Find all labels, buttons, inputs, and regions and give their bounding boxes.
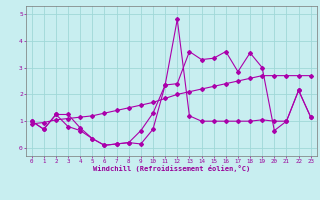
X-axis label: Windchill (Refroidissement éolien,°C): Windchill (Refroidissement éolien,°C) (92, 165, 250, 172)
